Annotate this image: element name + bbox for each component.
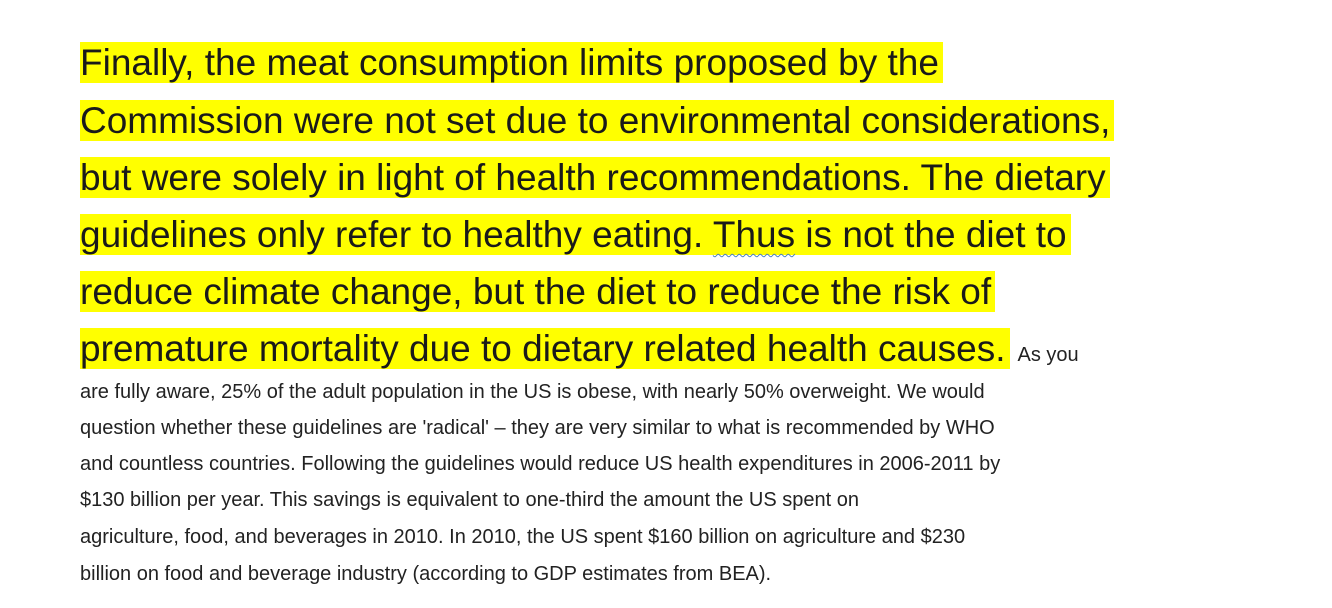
text-segment: guidelines only refer to healthy eating. bbox=[80, 214, 713, 255]
highlighted-text: premature mortality due to dietary relat… bbox=[80, 328, 1010, 369]
highlighted-line: guidelines only refer to healthy eating.… bbox=[80, 206, 1071, 263]
spellcheck-word: Thus bbox=[712, 214, 796, 255]
body-line: $130 billion per year. This savings is e… bbox=[80, 489, 859, 511]
highlighted-text: Finally, the meat consumption limits pro… bbox=[80, 42, 943, 83]
text-segment: is not the diet to bbox=[795, 214, 1067, 255]
highlighted-text: Commission were not set due to environme… bbox=[80, 100, 1115, 141]
highlighted-line: reduce climate change, but the diet to r… bbox=[80, 263, 996, 320]
highlighted-line: but were solely in light of health recom… bbox=[80, 149, 1110, 206]
highlighted-line: premature mortality due to dietary relat… bbox=[80, 320, 1079, 377]
highlighted-text: guidelines only refer to healthy eating.… bbox=[80, 214, 1071, 255]
body-line: and countless countries. Following the g… bbox=[80, 453, 1001, 475]
highlighted-text: but were solely in light of health recom… bbox=[80, 157, 1110, 198]
highlighted-line: Finally, the meat consumption limits pro… bbox=[80, 34, 943, 91]
body-line: question whether these guidelines are 'r… bbox=[80, 417, 995, 439]
body-line: are fully aware, 25% of the adult popula… bbox=[80, 381, 985, 403]
highlighted-text: reduce climate change, but the diet to r… bbox=[80, 271, 996, 312]
highlighted-line: Commission were not set due to environme… bbox=[80, 92, 1115, 149]
body-line: agriculture, food, and beverages in 2010… bbox=[80, 526, 966, 548]
body-text: As you bbox=[1017, 344, 1079, 366]
body-line: billion on food and beverage industry (a… bbox=[80, 563, 772, 585]
